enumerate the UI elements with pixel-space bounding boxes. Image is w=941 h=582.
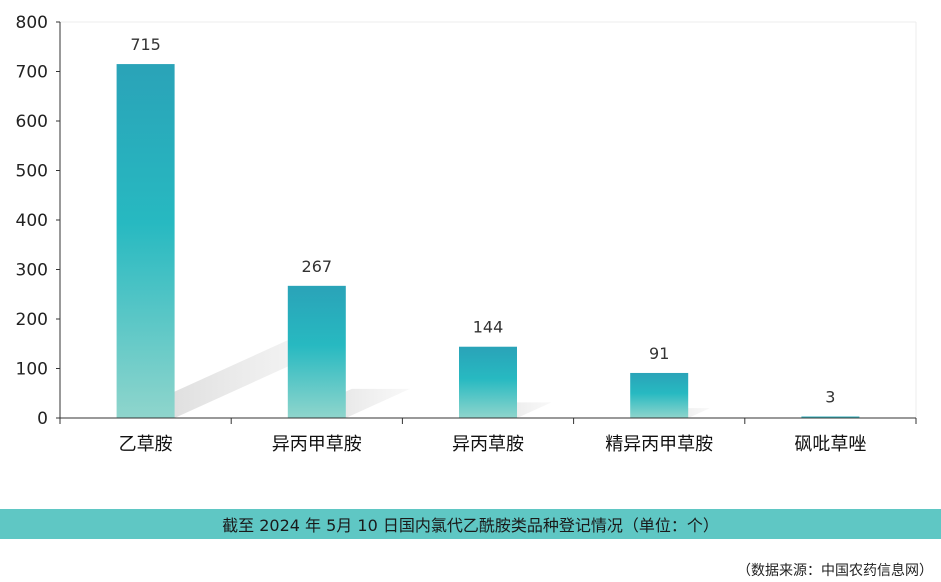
y-tick-label: 100: [16, 360, 48, 380]
x-tick-label: 异丙甲草胺: [272, 434, 362, 455]
bar: [459, 346, 517, 418]
y-tick-label: 800: [16, 13, 48, 33]
y-tick-label: 500: [16, 162, 48, 182]
bars: [116, 64, 860, 419]
data-label: 144: [473, 318, 504, 337]
caption-bar: 截至 2024 年 5月 10 日国内氯代乙酰胺类品种登记情况（单位：个）: [0, 509, 941, 539]
x-tick-label: 乙草胺: [119, 434, 173, 455]
bar-shadows: [116, 340, 711, 418]
bar: [116, 64, 175, 418]
data-label: 3: [825, 388, 835, 407]
y-tick-label: 600: [16, 112, 48, 132]
y-tick-label: 700: [16, 63, 48, 83]
x-tick-label: 砜吡草唑: [794, 434, 866, 455]
data-label: 267: [302, 257, 333, 276]
bar: [287, 285, 346, 418]
x-ticks: 乙草胺 异丙甲草胺 异丙草胺 精异丙甲草胺 砜吡草唑: [59, 418, 917, 455]
y-ticks: 0 100 200 300 400 500 600 700 800: [16, 13, 60, 429]
data-label: 715: [130, 35, 161, 54]
y-tick-label: 0: [37, 409, 48, 429]
bar: [801, 416, 860, 419]
axes: [59, 21, 917, 419]
chart-caption: 截至 2024 年 5月 10 日国内氯代乙酰胺类品种登记情况（单位：个）: [222, 516, 719, 535]
data-labels: 715 267 144 91 3: [130, 35, 835, 406]
y-tick-label: 400: [16, 211, 48, 231]
data-label: 91: [649, 344, 669, 363]
y-tick-label: 200: [16, 310, 48, 330]
bar: [630, 372, 689, 418]
y-tick-label: 300: [16, 261, 48, 281]
x-tick-label: 精异丙甲草胺: [605, 434, 713, 455]
bar-chart: 0 100 200 300 400 500 600 700 800 乙草胺 异丙甲草胺 异丙草胺 精异…: [16, 13, 917, 455]
x-tick-label: 异丙草胺: [452, 434, 524, 455]
data-source: （数据来源：中国农药信息网）: [737, 563, 933, 579]
